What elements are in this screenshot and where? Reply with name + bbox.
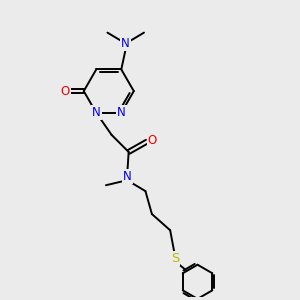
Text: N: N [92,106,100,119]
Text: N: N [123,170,132,183]
Text: N: N [121,37,130,50]
Text: N: N [117,106,126,119]
Text: O: O [61,85,70,98]
Text: S: S [171,252,179,265]
Text: O: O [148,134,157,147]
